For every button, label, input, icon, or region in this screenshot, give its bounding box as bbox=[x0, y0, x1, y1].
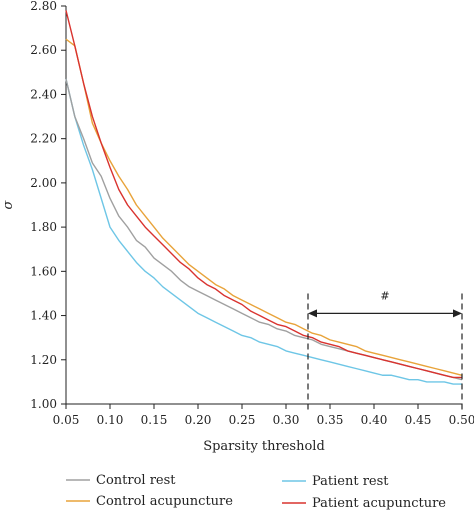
y-tick-label: 1.40 bbox=[30, 309, 57, 323]
x-tick-label: 0.40 bbox=[361, 413, 388, 427]
y-tick-label: 2.80 bbox=[30, 0, 57, 13]
legend: Control rest Control acupuncture Patient r… bbox=[66, 473, 446, 511]
series-line-control-rest bbox=[65, 78, 463, 381]
axes: 1.00 1.20 1.40 1.60 1.80 2.00 2.20 2.40 2.60 2.80… bbox=[30, 0, 474, 427]
x-tick-label: 0.45 bbox=[405, 413, 432, 427]
series-line-patient-acupuncture bbox=[65, 10, 462, 379]
annotation-arrowhead-right bbox=[453, 309, 462, 318]
legend-label-control-rest: Control rest bbox=[96, 473, 176, 488]
significance-annotation: # bbox=[307, 289, 463, 412]
y-tick-label: 2.60 bbox=[30, 43, 57, 57]
series-line-patient-rest bbox=[65, 78, 462, 385]
x-tick-label: 0.10 bbox=[97, 413, 124, 427]
legend-label-patient-rest: Patient rest bbox=[312, 474, 389, 489]
x-tick-label: 0.30 bbox=[273, 413, 300, 427]
y-tick-label: 1.20 bbox=[30, 353, 57, 367]
y-tick-label: 1.60 bbox=[30, 264, 57, 278]
x-tick-label: 0.50 bbox=[449, 413, 474, 427]
x-tick-label: 0.15 bbox=[141, 413, 168, 427]
annotation-arrowhead-left bbox=[308, 309, 317, 318]
x-tick-label: 0.35 bbox=[317, 413, 344, 427]
legend-label-patient-acupuncture: Patient acupuncture bbox=[312, 496, 446, 511]
x-axis-label: Sparsity threshold bbox=[203, 439, 325, 454]
y-tick-label: 1.80 bbox=[30, 220, 57, 234]
y-tick-label: 2.00 bbox=[30, 176, 57, 190]
legend-label-control-acupuncture: Control acupuncture bbox=[96, 494, 233, 509]
series-line-control-acupuncture bbox=[65, 38, 463, 376]
y-axis-label: σ bbox=[1, 199, 16, 209]
y-tick-label: 1.00 bbox=[30, 397, 57, 411]
x-tick-label: 0.20 bbox=[185, 413, 212, 427]
x-tick-label: 0.05 bbox=[53, 413, 80, 427]
x-tick-label: 0.25 bbox=[229, 413, 256, 427]
y-tick-label: 2.20 bbox=[30, 132, 57, 146]
plot-lines bbox=[65, 10, 463, 385]
y-tick-label: 2.40 bbox=[30, 87, 57, 101]
annotation-label: # bbox=[380, 289, 389, 302]
